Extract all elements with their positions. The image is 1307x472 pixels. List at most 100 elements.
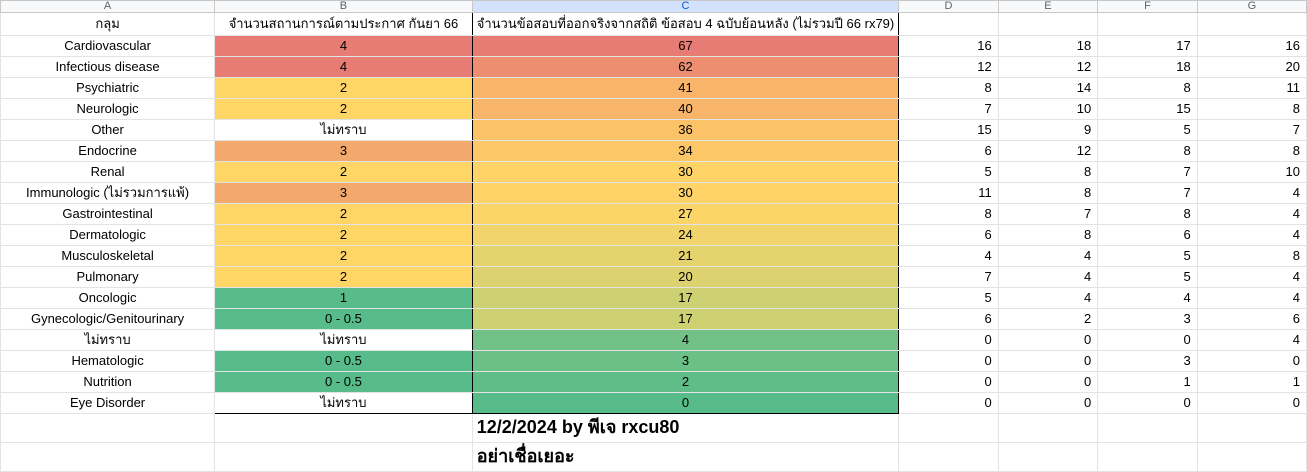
value-cell-e[interactable]: 2	[997, 308, 1099, 330]
empty-cell[interactable]	[214, 413, 473, 443]
exam-count-cell[interactable]: 27	[471, 203, 900, 225]
value-cell-g[interactable]: 8	[1196, 140, 1307, 162]
value-cell-d[interactable]: 8	[898, 203, 999, 225]
scenario-count-cell[interactable]: 2	[214, 77, 473, 99]
value-cell-f[interactable]: 4	[1097, 287, 1198, 309]
value-cell-e[interactable]: 8	[997, 182, 1099, 204]
value-cell-d[interactable]: 0	[898, 329, 999, 351]
exam-count-cell[interactable]: 2	[471, 371, 900, 393]
value-cell-f[interactable]: 7	[1097, 182, 1198, 204]
scenario-count-cell[interactable]: 2	[214, 266, 473, 288]
value-cell-d[interactable]: 0	[898, 350, 999, 372]
exam-count-cell[interactable]: 67	[471, 35, 900, 57]
value-cell-f[interactable]: 8	[1097, 77, 1198, 99]
exam-count-cell[interactable]: 41	[471, 77, 900, 99]
scenario-count-cell[interactable]: 2	[214, 161, 473, 183]
column-header-d[interactable]: D	[898, 0, 999, 13]
value-cell-g[interactable]: 8	[1196, 245, 1307, 267]
scenario-count-header-cell[interactable]: จํานวนสถานการณ์ตามประกาศ กันยา 66	[214, 12, 473, 36]
empty-cell[interactable]	[898, 12, 999, 36]
group-name-cell[interactable]: Cardiovascular	[0, 35, 216, 57]
value-cell-f[interactable]: 6	[1097, 224, 1198, 246]
value-cell-f[interactable]: 18	[1097, 56, 1198, 78]
value-cell-f[interactable]: 5	[1097, 245, 1198, 267]
value-cell-g[interactable]: 20	[1196, 56, 1307, 78]
value-cell-g[interactable]: 4	[1196, 266, 1307, 288]
exam-count-cell[interactable]: 3	[471, 350, 900, 372]
value-cell-e[interactable]: 12	[997, 140, 1099, 162]
value-cell-g[interactable]: 4	[1196, 329, 1307, 351]
empty-cell[interactable]	[1097, 12, 1198, 36]
value-cell-e[interactable]: 0	[997, 329, 1099, 351]
exam-count-cell[interactable]: 20	[471, 266, 900, 288]
exam-count-cell[interactable]: 36	[471, 119, 900, 141]
value-cell-d[interactable]: 7	[898, 98, 999, 120]
exam-count-cell[interactable]: 17	[471, 287, 900, 309]
empty-cell[interactable]	[997, 413, 1099, 443]
value-cell-d[interactable]: 6	[898, 140, 999, 162]
value-cell-e[interactable]: 7	[997, 203, 1099, 225]
group-name-cell[interactable]: Neurologic	[0, 98, 216, 120]
group-name-cell[interactable]: Infectious disease	[0, 56, 216, 78]
scenario-count-cell[interactable]: 4	[214, 35, 473, 57]
exam-count-cell[interactable]: 62	[471, 56, 900, 78]
value-cell-e[interactable]: 0	[997, 350, 1099, 372]
value-cell-g[interactable]: 11	[1196, 77, 1307, 99]
value-cell-e[interactable]: 9	[997, 119, 1099, 141]
empty-cell[interactable]	[997, 442, 1099, 472]
empty-cell[interactable]	[898, 442, 999, 472]
value-cell-d[interactable]: 0	[898, 371, 999, 393]
exam-count-cell[interactable]: 17	[471, 308, 900, 330]
value-cell-g[interactable]: 4	[1196, 182, 1307, 204]
value-cell-f[interactable]: 5	[1097, 266, 1198, 288]
group-name-cell[interactable]: Endocrine	[0, 140, 216, 162]
value-cell-f[interactable]: 5	[1097, 119, 1198, 141]
group-name-cell[interactable]: Renal	[0, 161, 216, 183]
value-cell-e[interactable]: 4	[997, 266, 1099, 288]
value-cell-f[interactable]: 8	[1097, 140, 1198, 162]
empty-cell[interactable]	[1097, 442, 1198, 472]
column-header-c[interactable]: C	[471, 0, 900, 13]
value-cell-f[interactable]: 7	[1097, 161, 1198, 183]
scenario-count-cell[interactable]: 2	[214, 98, 473, 120]
value-cell-d[interactable]: 5	[898, 287, 999, 309]
value-cell-f[interactable]: 15	[1097, 98, 1198, 120]
exam-count-cell[interactable]: 30	[471, 161, 900, 183]
exam-count-cell[interactable]: 30	[471, 182, 900, 204]
value-cell-f[interactable]: 17	[1097, 35, 1198, 57]
empty-cell[interactable]	[1097, 413, 1198, 443]
empty-cell[interactable]	[1196, 442, 1307, 472]
value-cell-d[interactable]: 0	[898, 392, 999, 414]
scenario-count-cell[interactable]: 0 - 0.5	[214, 308, 473, 330]
value-cell-g[interactable]: 0	[1196, 350, 1307, 372]
value-cell-e[interactable]: 14	[997, 77, 1099, 99]
value-cell-e[interactable]: 0	[997, 392, 1099, 414]
column-header-e[interactable]: E	[997, 0, 1099, 13]
group-name-cell[interactable]: Hematologic	[0, 350, 216, 372]
scenario-count-cell[interactable]: 2	[214, 245, 473, 267]
group-name-cell[interactable]: Pulmonary	[0, 266, 216, 288]
value-cell-e[interactable]: 12	[997, 56, 1099, 78]
exam-count-cell[interactable]: 34	[471, 140, 900, 162]
empty-cell[interactable]	[0, 413, 216, 443]
empty-cell[interactable]	[214, 442, 473, 472]
scenario-count-cell[interactable]: ไม่ทราบ	[214, 392, 473, 414]
empty-cell[interactable]	[0, 442, 216, 472]
scenario-count-cell[interactable]: ไม่ทราบ	[214, 119, 473, 141]
value-cell-e[interactable]: 10	[997, 98, 1099, 120]
value-cell-g[interactable]: 7	[1196, 119, 1307, 141]
group-name-cell[interactable]: Other	[0, 119, 216, 141]
value-cell-d[interactable]: 15	[898, 119, 999, 141]
value-cell-e[interactable]: 4	[997, 245, 1099, 267]
scenario-count-cell[interactable]: 0 - 0.5	[214, 350, 473, 372]
group-name-cell[interactable]: Oncologic	[0, 287, 216, 309]
group-name-cell[interactable]: Psychiatric	[0, 77, 216, 99]
value-cell-d[interactable]: 6	[898, 308, 999, 330]
value-cell-e[interactable]: 8	[997, 224, 1099, 246]
group-name-cell[interactable]: Nutrition	[0, 371, 216, 393]
column-header-f[interactable]: F	[1097, 0, 1198, 13]
note-cell-disclaimer[interactable]: อย่าเชื่อเยอะ	[471, 442, 900, 472]
empty-cell[interactable]	[1196, 413, 1307, 443]
empty-cell[interactable]	[898, 413, 999, 443]
value-cell-f[interactable]: 0	[1097, 392, 1198, 414]
